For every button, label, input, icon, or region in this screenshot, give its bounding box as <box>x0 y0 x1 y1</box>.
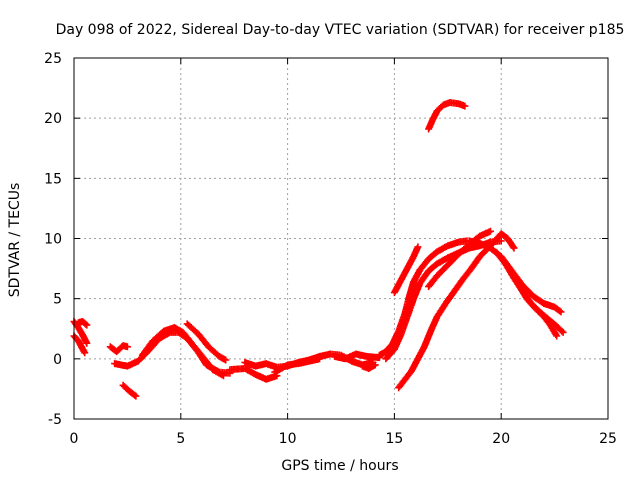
x-tick-label: 0 <box>70 431 79 447</box>
y-tick-label: 10 <box>44 232 62 248</box>
series-track-e <box>119 381 140 400</box>
series-track-i <box>226 365 281 383</box>
data-point-markers <box>138 324 227 380</box>
x-tick-label: 25 <box>599 431 617 447</box>
y-tick-label: 5 <box>53 292 62 308</box>
y-tick-label: 0 <box>53 352 62 368</box>
y-tick-label: 20 <box>44 111 62 127</box>
data-point-markers <box>390 243 422 297</box>
x-tick-label: 15 <box>385 431 403 447</box>
data-point-markers <box>514 280 561 340</box>
series-track-q <box>395 230 518 392</box>
data-point-markers <box>331 350 383 363</box>
data-point-markers <box>183 320 230 364</box>
data-point-markers <box>358 361 379 372</box>
series-track-v <box>425 99 469 133</box>
y-axis-label: SDTVAR / TECUs <box>7 183 23 298</box>
y-tick-label: -5 <box>48 412 62 428</box>
chart-title: Day 098 of 2022, Sidereal Day-to-day VTE… <box>56 22 625 38</box>
grid <box>74 58 608 419</box>
series-track-k <box>271 355 324 376</box>
series-track-g <box>138 324 227 380</box>
data-point-markers <box>74 318 91 329</box>
y-tick-label: 25 <box>44 51 62 67</box>
series-track-m <box>358 361 379 372</box>
x-axis-label: GPS time / hours <box>281 458 398 474</box>
data-point-markers <box>119 381 140 400</box>
data-point-markers <box>425 99 469 133</box>
series-track-p <box>390 243 422 297</box>
axis-ticks: 0 5 10 15 20 25 -5 0 5 10 15 20 25 <box>44 51 617 447</box>
data-marks <box>70 99 567 400</box>
data-point-markers <box>226 365 281 383</box>
series-track-h <box>183 320 230 364</box>
data-point-markers <box>395 230 518 392</box>
x-tick-label: 5 <box>176 431 185 447</box>
series-track-l <box>331 350 383 363</box>
series-track-c <box>74 318 91 329</box>
x-tick-label: 10 <box>279 431 297 447</box>
data-point-markers <box>271 355 324 376</box>
y-tick-label: 15 <box>44 171 62 187</box>
x-tick-label: 20 <box>492 431 510 447</box>
series-track-u <box>514 280 561 340</box>
data-point-markers <box>382 237 505 363</box>
data-point-markers <box>106 342 131 356</box>
series-track-o <box>382 237 505 363</box>
series-track-d <box>106 342 131 356</box>
